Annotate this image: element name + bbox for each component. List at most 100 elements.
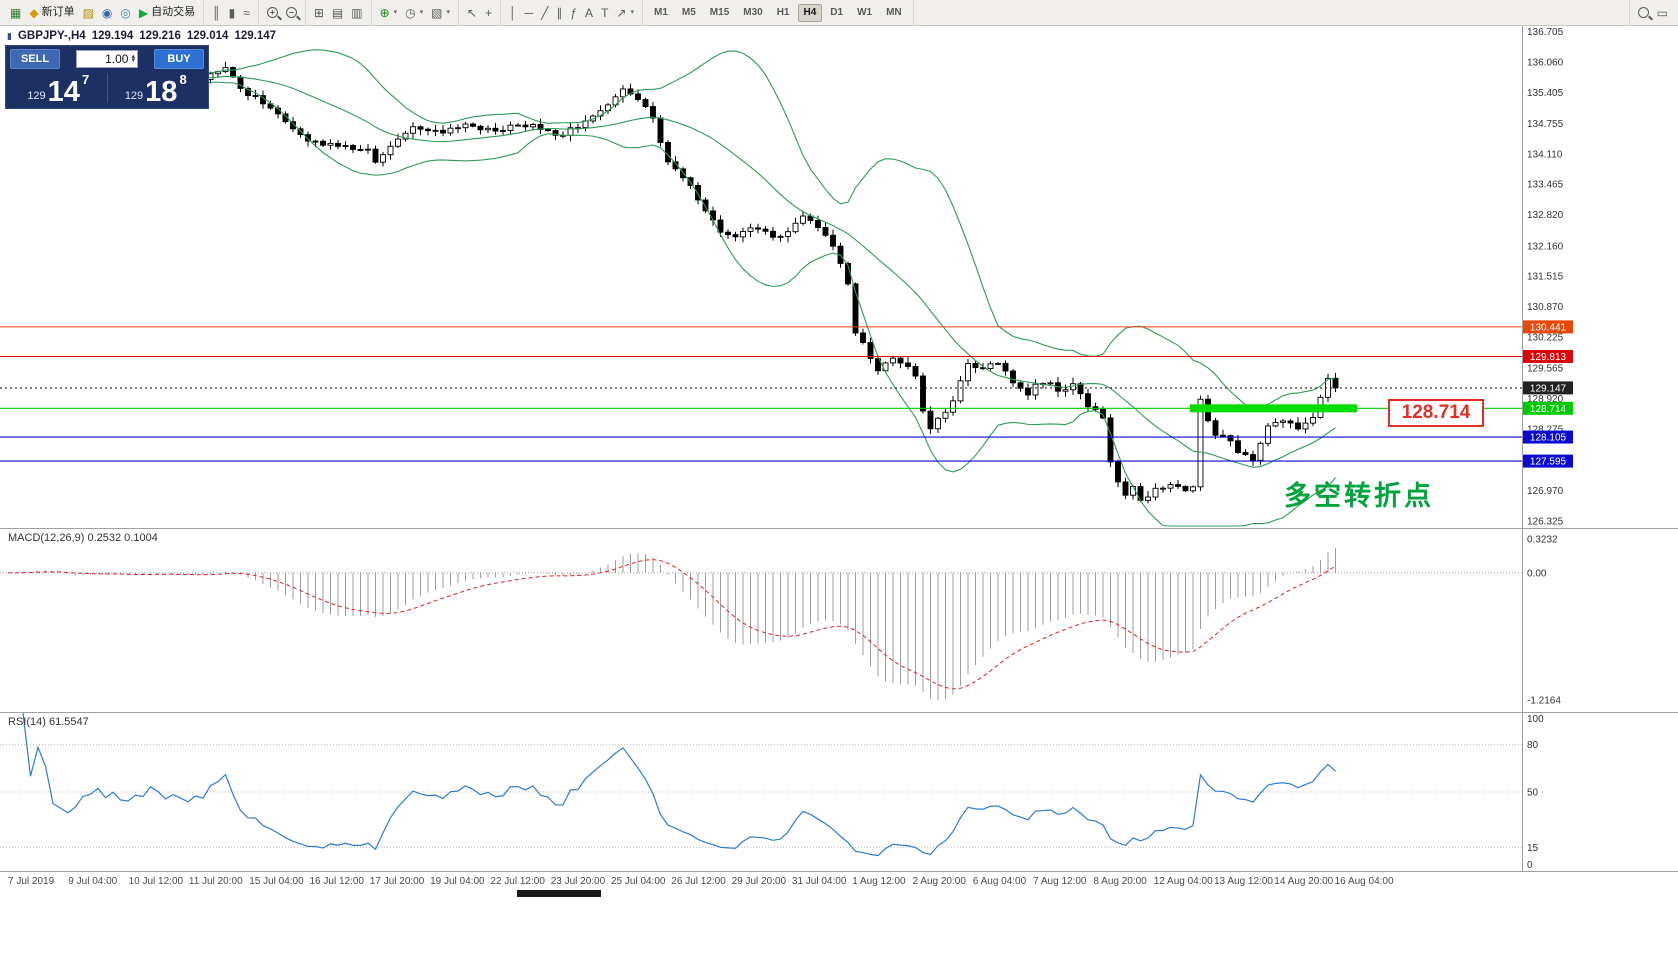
timeframe-button-m15[interactable]: M15 — [709, 6, 730, 18]
new-order-button[interactable]: ◆ 新订单 — [26, 6, 77, 20]
periods-icon[interactable]: ◷ ▾ — [402, 6, 426, 20]
line-chart-type-icon[interactable]: ≈ — [240, 6, 253, 20]
timeframe-button-m30[interactable]: M30 — [743, 6, 763, 18]
rsi-panel: 100 80 50 15 0 — [0, 712, 1544, 871]
time-axis-label: 19 Jul 04:00 — [430, 876, 485, 887]
new-order-button-glyph: ◆ — [29, 5, 39, 20]
svg-text:134.110: 134.110 — [1527, 149, 1563, 160]
crosshair-icon[interactable]: + — [482, 6, 495, 20]
scrollbar-thumb[interactable] — [517, 890, 601, 897]
time-axis-label: 11 Jul 20:00 — [188, 876, 243, 887]
time-axis-label: 31 Jul 04:00 — [791, 876, 847, 887]
line-chart-type-icon-glyph: ≈ — [243, 5, 250, 20]
volume-up-icon[interactable]: ▴ — [131, 53, 135, 61]
time-axis-label: 12 Aug 04:00 — [1153, 876, 1213, 887]
time-axis-label: 6 Aug 04:00 — [972, 876, 1027, 887]
timeframe-button-d1[interactable]: D1 — [830, 6, 844, 18]
timeframe-button-mn[interactable]: MN — [886, 6, 902, 18]
crosshair-icon-glyph: + — [485, 5, 493, 20]
toolbar-group: + − — [259, 0, 306, 26]
navigator-icon[interactable]: ◎ — [117, 6, 133, 20]
volume-down-icon[interactable]: ▾ — [131, 57, 135, 64]
svg-text:127.595: 127.595 — [1530, 457, 1567, 468]
toolbar-group: ↖ + — [459, 0, 502, 26]
quote-divider — [106, 73, 108, 103]
ask-price[interactable]: 129 18 8 — [108, 71, 205, 107]
time-axis-label: 9 Jul 04:00 — [68, 876, 118, 887]
new-window-icon[interactable]: ▭ — [1654, 6, 1671, 20]
templates-icon[interactable]: ▧ ▾ — [428, 6, 453, 20]
svg-text:132.820: 132.820 — [1527, 210, 1564, 221]
trendline-icon[interactable]: ╱ — [538, 6, 551, 20]
sell-button[interactable]: SELL — [10, 49, 60, 69]
autotrade-button[interactable]: ▶ 自动交易 — [136, 6, 198, 20]
vertical-line-icon[interactable]: │ — [506, 6, 520, 20]
timeframe-button-h4[interactable]: H4 — [797, 3, 823, 22]
templates-icon-glyph: ▧ — [431, 5, 443, 20]
arrows-icon[interactable]: ↗ ▾ — [613, 6, 637, 20]
autotrade-button-glyph: ▶ — [138, 5, 149, 20]
new-order-button-label: 新订单 — [41, 6, 75, 18]
svg-text:136.705: 136.705 — [1527, 27, 1564, 38]
indicators-icon[interactable]: ⊕ ▾ — [377, 6, 401, 20]
volume-field[interactable]: 1.00 ▴ ▾ — [76, 50, 138, 68]
bid-main: 14 — [47, 76, 80, 109]
bid-price[interactable]: 129 14 7 — [10, 71, 107, 109]
zoom-in-icon[interactable]: + — [264, 6, 281, 19]
candlestick-chart-type-icon[interactable]: ▮ — [226, 6, 239, 20]
svg-text:80: 80 — [1527, 740, 1539, 751]
fibonacci-icon[interactable]: ƒ — [567, 6, 580, 20]
svg-text:100: 100 — [1527, 714, 1544, 725]
price-axis: 136.705 136.060 135.405 134.755 134.110 133.4… — [1522, 26, 1564, 872]
toolbar: ▦ ◆ 新订单 ▨ ◉ ◎ ▶ 自动交易 ║ ▮ ≈ + − ⊞ ▤ ▥ ⊕ ▾ ◷ ▾ ▧ ▾ ↖ + │ ─ ╱ ∥ ƒ A T ↗ ▾ M1… — [0, 0, 1678, 26]
time-axis-label: 7 Aug 12:00 — [1033, 876, 1087, 887]
low-value: 129.014 — [186, 30, 229, 42]
timeframe-button-w1[interactable]: W1 — [857, 6, 873, 18]
timeframe-button-m5[interactable]: M5 — [681, 6, 696, 18]
text-label-icon[interactable]: T — [598, 6, 611, 20]
close-value: 129.147 — [234, 30, 277, 42]
navigator-icon-glyph: ◎ — [120, 5, 131, 20]
time-axis-label: 16 Jul 12:00 — [309, 876, 365, 887]
one-click-trading-panel: SELL 1.00 ▴ ▾ BUY 129 14 7 129 18 8 — [5, 45, 209, 109]
rsi-header: RSI(14) 61.5547 — [8, 716, 89, 728]
equidistant-channel-icon-glyph: ∥ — [556, 5, 563, 20]
bar-chart-type-icon-glyph: ║ — [212, 5, 221, 20]
chart-canvas[interactable]: 136.705 136.060 135.405 134.755 134.110 133.4… — [0, 26, 1678, 872]
market-watch-icon[interactable]: ◉ — [99, 6, 115, 20]
toolbar-group: ⊞ ▤ ▥ — [306, 0, 372, 26]
time-axis-label: 26 Jul 12:00 — [671, 876, 726, 887]
support-price-callout[interactable]: 128.714 — [1388, 399, 1484, 427]
zoom-out-icon[interactable]: − — [283, 6, 300, 19]
new-chart-icon[interactable]: ▦ — [7, 6, 24, 20]
toolbar-group: │ ─ ╱ ∥ ƒ A T ↗ ▾ — [501, 0, 643, 26]
svg-text:129.813: 129.813 — [1530, 352, 1567, 363]
grid-icon[interactable]: ⊞ — [311, 6, 327, 20]
trade-panel-controls: SELL 1.00 ▴ ▾ BUY — [10, 49, 204, 69]
time-axis-label: 15 Jul 04:00 — [249, 876, 304, 887]
candlestick-chart-type-icon-glyph: ▮ — [228, 5, 236, 20]
tile-windows-icon[interactable]: ▤ — [329, 6, 346, 20]
toolbar-group: ▦ ◆ 新订单 ▨ ◉ ◎ ▶ 自动交易 — [2, 0, 205, 26]
cascade-windows-icon[interactable]: ▥ — [348, 6, 365, 20]
timeframe-button-m1[interactable]: M1 — [653, 6, 668, 18]
svg-text:131.515: 131.515 — [1527, 272, 1564, 283]
svg-text:128.105: 128.105 — [1530, 433, 1567, 444]
svg-text:-1.2164: -1.2164 — [1527, 696, 1561, 707]
trend-annotation[interactable]: 多空转折点 — [1284, 481, 1434, 511]
equidistant-channel-icon[interactable]: ∥ — [553, 6, 565, 20]
search-icon[interactable] — [1635, 6, 1652, 19]
timeframe-button-h1[interactable]: H1 — [776, 6, 790, 18]
bollinger-bands — [150, 49, 1336, 527]
buy-button[interactable]: BUY — [154, 49, 204, 69]
volume-spinner[interactable]: ▴ ▾ — [131, 53, 135, 64]
svg-text:133.465: 133.465 — [1527, 180, 1564, 191]
svg-text:50: 50 — [1527, 788, 1539, 799]
time-axis: 7 Jul 2019 9 Jul 04:00 10 Jul 12:00 11 Jul … — [0, 872, 1522, 892]
horizontal-line-icon[interactable]: ─ — [522, 6, 537, 20]
profiles-icon[interactable]: ▨ — [80, 6, 97, 20]
market-watch-icon-glyph: ◉ — [101, 5, 113, 20]
bar-chart-type-icon[interactable]: ║ — [209, 6, 224, 20]
cursor-icon[interactable]: ↖ — [464, 6, 480, 20]
text-icon[interactable]: A — [582, 6, 596, 20]
